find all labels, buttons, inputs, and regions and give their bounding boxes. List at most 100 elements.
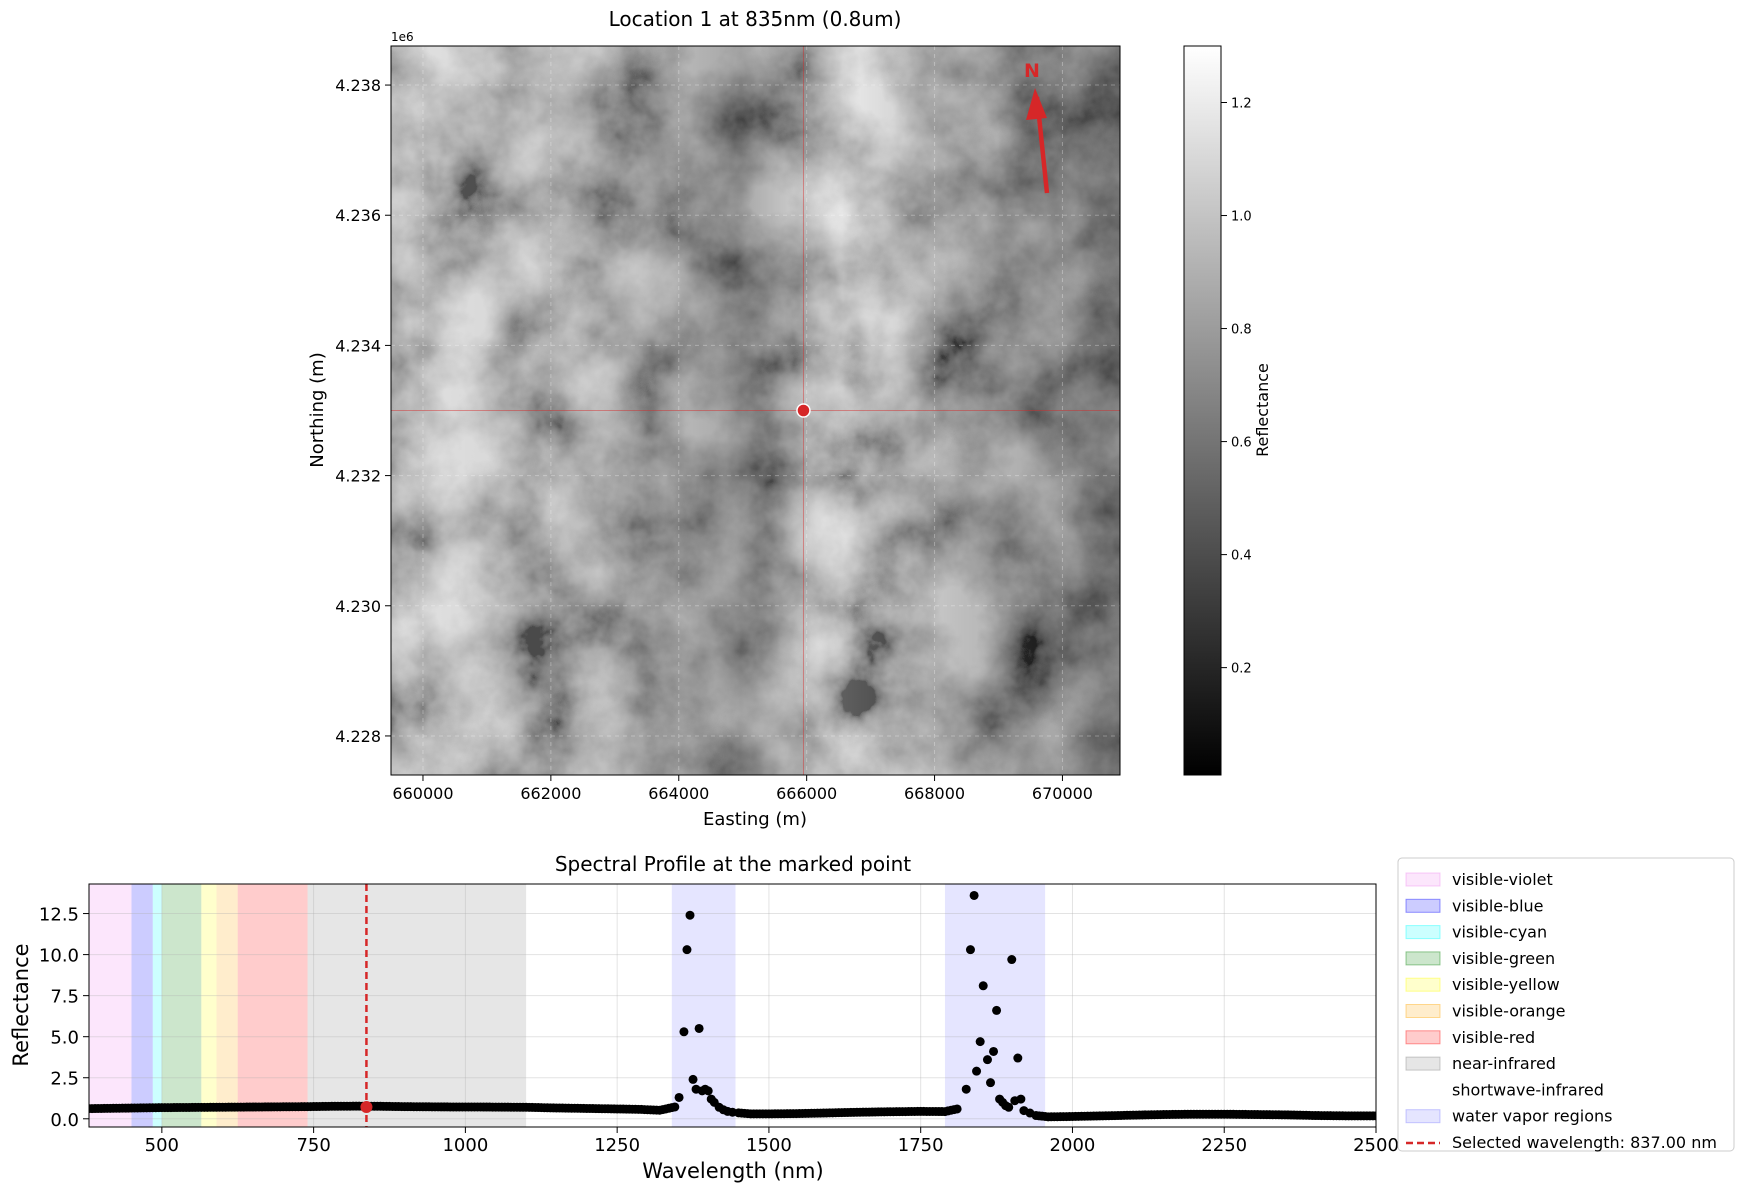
map-frame xyxy=(390,45,1121,776)
spectrum-point-200 xyxy=(694,1023,704,1033)
legend-swatch-1 xyxy=(1405,898,1441,913)
spectrum-x-tick-label-5: 1750 xyxy=(898,1135,944,1156)
map-x-tick-label-4: 668000 xyxy=(904,784,965,803)
spectrum-x-tick-label-3: 1250 xyxy=(594,1135,640,1156)
region-visible-violet-0 xyxy=(89,884,132,1127)
spectrum-point-282 xyxy=(952,1104,962,1114)
colorbar-label: Reflectance xyxy=(1253,363,1272,457)
legend-label-2: visible-cyan xyxy=(1452,923,1547,942)
map-x-tick-label-2: 664000 xyxy=(648,784,709,803)
legend-swatch-2 xyxy=(1405,925,1441,940)
legend-swatch-5 xyxy=(1405,1004,1441,1018)
spectrum-point-300 xyxy=(1016,1094,1026,1104)
north-arrow-head xyxy=(1026,88,1047,120)
map-x-tick-label-5: 670000 xyxy=(1032,784,1093,803)
map-y-tick-label-4: 4.236 xyxy=(335,206,381,225)
legend-swatch-9 xyxy=(1405,1109,1441,1124)
spectrum-x-tick-label-8: 2500 xyxy=(1353,1135,1399,1156)
spectrum-title: Spectral Profile at the marked point xyxy=(555,852,911,876)
legend-label-3: visible-green xyxy=(1452,949,1555,968)
region-visible-green-0 xyxy=(161,884,202,1127)
spectrum-y-ticks: 0.0 2.5 5.0 7.5 10.0 12.5 xyxy=(39,905,89,1131)
map-grid xyxy=(391,46,1120,775)
map-image xyxy=(391,46,1120,775)
spectrum-y-tick-label-2: 5.0 xyxy=(50,1028,79,1049)
spectrum-point-198 xyxy=(688,1074,698,1084)
legend-swatch-4 xyxy=(1405,977,1441,992)
spectrum-x-tick-label-4: 1500 xyxy=(746,1135,792,1156)
spectrum-point-195 xyxy=(679,1027,689,1037)
spectrum-x-tick-label-1: 750 xyxy=(296,1135,330,1156)
spectrum-y-tick-label-1: 2.5 xyxy=(50,1069,79,1090)
legend-label-6: visible-red xyxy=(1452,1028,1535,1047)
map-x-label: Easting (m) xyxy=(703,809,807,830)
colorbar-tick-label-4: 1.0 xyxy=(1231,210,1252,225)
colorbar-tick-label-2: 0.6 xyxy=(1231,436,1252,451)
legend-swatch-7 xyxy=(1405,1056,1441,1071)
spectrum-y-tick-label-4: 10.0 xyxy=(39,946,79,967)
spectrum-point-289 xyxy=(982,1055,992,1065)
spectrum-y-tick-label-5: 12.5 xyxy=(39,905,79,926)
legend-swatch-6 xyxy=(1405,1030,1441,1045)
spectrum-point-287 xyxy=(975,1037,985,1047)
spectrum-point-283 xyxy=(961,1084,971,1094)
legend-label-4: visible-yellow xyxy=(1452,975,1560,994)
spectrum-point-285 xyxy=(969,890,979,900)
selected-wavelength-point xyxy=(360,1100,373,1113)
spectrum-x-tick-label-6: 2000 xyxy=(1050,1135,1096,1156)
colorbar xyxy=(1183,45,1222,776)
region-water-vapor-regions-1 xyxy=(944,884,1046,1127)
spectrum-point-299 xyxy=(1013,1053,1023,1063)
legend-label-10: Selected wavelength: 837.00 nm xyxy=(1452,1133,1717,1152)
spectrum-x-tick-label-2: 1000 xyxy=(442,1135,488,1156)
legend: visible-violet visible-blue visible-cyan vi… xyxy=(1405,870,1717,1152)
spectrum-y-tick-label-3: 7.5 xyxy=(50,987,79,1008)
region-visible-orange-0 xyxy=(216,884,238,1127)
map-y-tick-label-5: 4.238 xyxy=(335,76,381,95)
colorbar-tick-label-0: 0.2 xyxy=(1231,662,1252,677)
region-visible-cyan-0 xyxy=(152,884,162,1127)
spectrum-point-292 xyxy=(992,1005,1002,1015)
legend-label-7: near-infrared xyxy=(1452,1054,1556,1073)
spectrum-point-297 xyxy=(1007,955,1017,965)
spectrum-point-290 xyxy=(986,1078,996,1088)
map-y-tick-label-0: 4.228 xyxy=(335,727,381,746)
map-x-tick-label-0: 660000 xyxy=(392,784,453,803)
spectrum-point-194 xyxy=(674,1092,684,1102)
legend-label-8: shortwave-infrared xyxy=(1452,1080,1604,1099)
spectrum-frame xyxy=(88,883,1377,1128)
map-y-ticks: 4.228 4.230 4.232 4.234 4.236 4.238 xyxy=(335,76,391,746)
north-arrow: N xyxy=(1024,60,1050,194)
map-y-tick-label-2: 4.232 xyxy=(335,467,381,486)
legend-label-5: visible-orange xyxy=(1452,1002,1566,1021)
spectrum-point-291 xyxy=(989,1046,999,1056)
colorbar-tick-label-1: 0.4 xyxy=(1231,549,1252,564)
spectrum-point-193 xyxy=(670,1102,680,1112)
spectrum-grid xyxy=(89,884,1377,1127)
map-x-tick-label-1: 662000 xyxy=(520,784,581,803)
spectrum-points xyxy=(89,890,1376,1122)
map-title: Location 1 at 835nm (0.8um) xyxy=(609,7,902,31)
map-y-offset: 1e6 xyxy=(391,30,414,44)
spectrum-point-203 xyxy=(703,1086,713,1096)
spectrum-y-label: Reflectance xyxy=(9,943,33,1066)
region-visible-red-0 xyxy=(237,884,308,1127)
region-visible-yellow-0 xyxy=(201,884,217,1127)
spectrum-point-288 xyxy=(978,981,988,991)
legend-label-0: visible-violet xyxy=(1452,870,1553,889)
colorbar-tick-label-3: 0.8 xyxy=(1231,323,1252,338)
legend-box xyxy=(1397,857,1735,1152)
legend-label-9: water vapor regions xyxy=(1452,1107,1613,1126)
map-y-label: Northing (m) xyxy=(307,352,328,467)
spectrum-point-197 xyxy=(685,910,695,920)
legend-swatch-0 xyxy=(1405,872,1441,887)
spectrum-point-284 xyxy=(965,945,975,955)
marked-point xyxy=(796,403,811,418)
spectrum-point-415 xyxy=(1371,1111,1376,1121)
spectrum-y-tick-label-0: 0.0 xyxy=(50,1110,79,1131)
legend-swatch-3 xyxy=(1405,951,1441,966)
north-arrow-label: N xyxy=(1024,60,1040,82)
spectrum-x-label: Wavelength (nm) xyxy=(642,1159,823,1183)
spectrum-point-296 xyxy=(1004,1102,1014,1112)
